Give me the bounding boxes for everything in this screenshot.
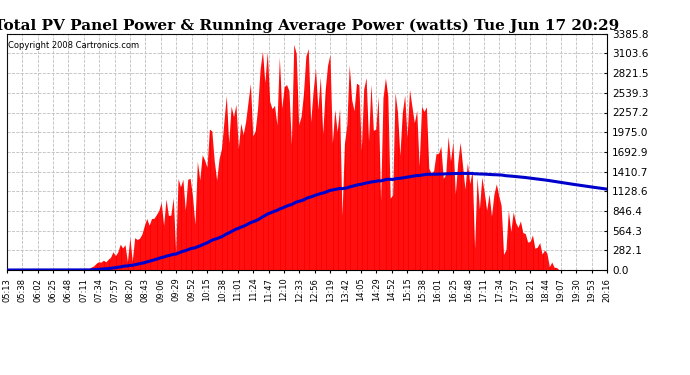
Title: Total PV Panel Power & Running Average Power (watts) Tue Jun 17 20:29: Total PV Panel Power & Running Average P…: [0, 18, 620, 33]
Text: Copyright 2008 Cartronics.com: Copyright 2008 Cartronics.com: [8, 41, 139, 50]
